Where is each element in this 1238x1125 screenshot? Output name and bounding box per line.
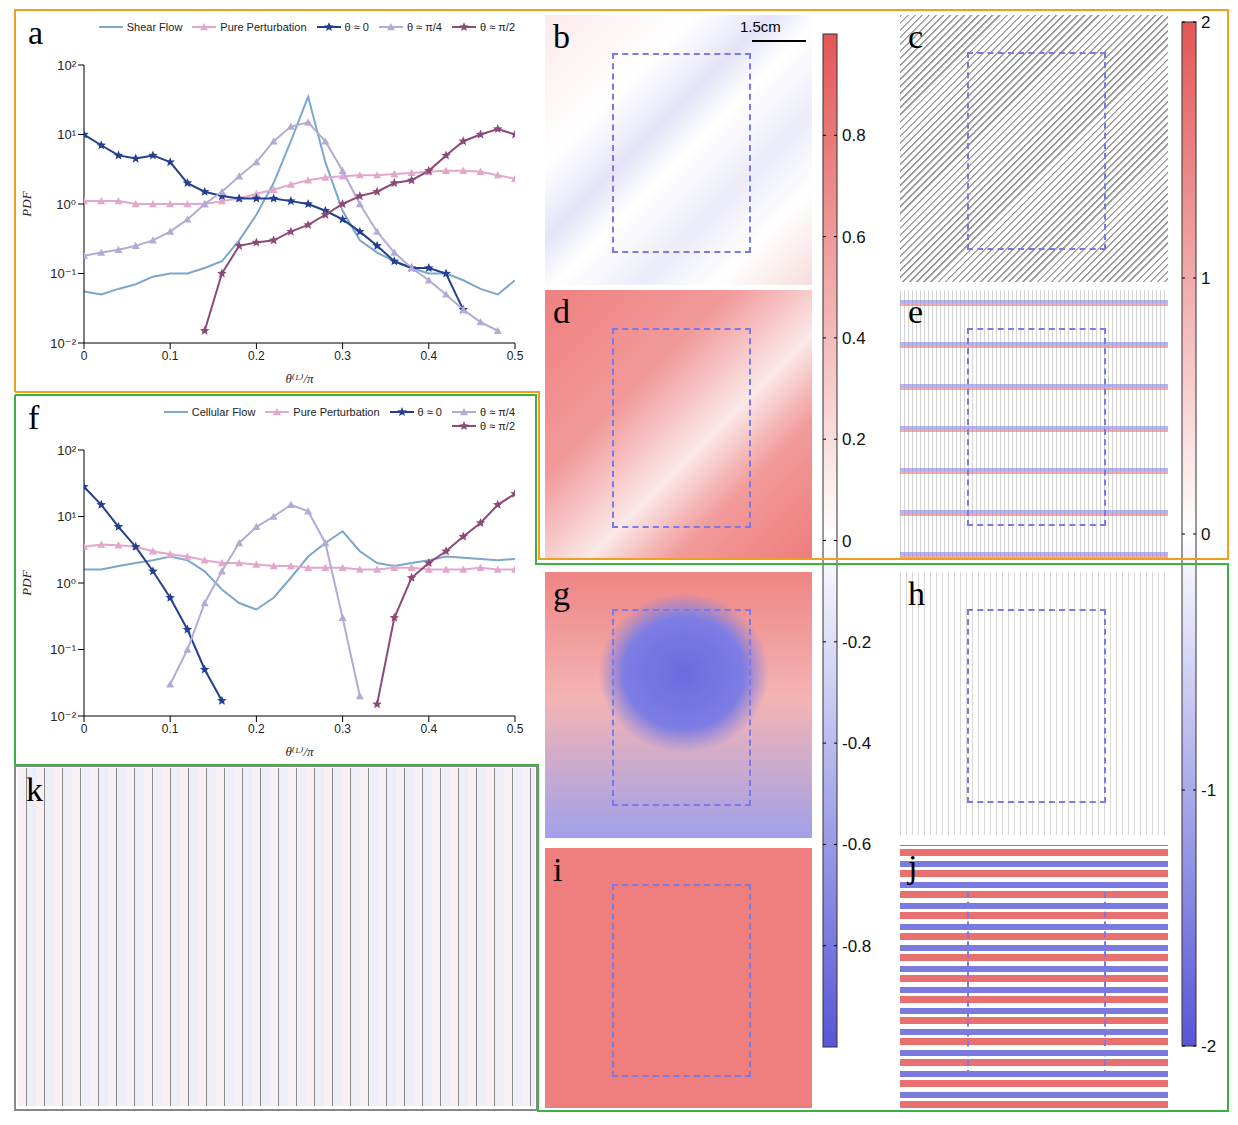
- svg-text:-0.2: -0.2: [842, 633, 871, 652]
- html-text:e: e: [908, 293, 924, 330]
- svg-text:θ⁽ᴸ⁾/π: θ⁽ᴸ⁾/π: [285, 371, 314, 386]
- svg-text:0.8: 0.8: [842, 126, 866, 145]
- html-text:Pure Perturbation: Pure Perturbation: [293, 406, 380, 418]
- svg-text:0.1: 0.1: [162, 349, 179, 363]
- html-text:θ ≈ π/4: θ ≈ π/4: [406, 21, 442, 33]
- svg-text:10⁻¹: 10⁻¹: [50, 266, 76, 281]
- svg-text:0.4: 0.4: [842, 329, 866, 348]
- svg-text:10¹: 10¹: [57, 509, 76, 524]
- html-text:k: k: [26, 771, 43, 808]
- html-text:Shear Flow: Shear Flow: [126, 21, 183, 33]
- svg-text:0.2: 0.2: [842, 430, 866, 449]
- svg-text:0: 0: [81, 722, 88, 736]
- html-text:c: c: [908, 18, 924, 55]
- svg-text:1: 1: [1201, 269, 1210, 288]
- html-text:Pure Perturbation: Pure Perturbation: [220, 21, 307, 33]
- svg-text:0.3: 0.3: [334, 722, 351, 736]
- html-text:b: b: [553, 18, 570, 55]
- svg-text:0.1: 0.1: [162, 722, 179, 736]
- html-text:h: h: [908, 575, 925, 612]
- svg-text:10⁰: 10⁰: [56, 576, 76, 591]
- svg-text:-0.8: -0.8: [842, 937, 871, 956]
- svg-text:2: 2: [1201, 13, 1210, 32]
- svg-text:PDF: PDF: [19, 190, 34, 217]
- svg-text:0: 0: [81, 349, 88, 363]
- svg-text:0.3: 0.3: [334, 349, 351, 363]
- html-text:θ ≈ 0: θ ≈ 0: [417, 406, 442, 418]
- svg-text:-0.6: -0.6: [842, 835, 871, 854]
- html-text:d: d: [553, 293, 570, 330]
- svg-text:10¹: 10¹: [57, 127, 76, 142]
- html-text:f: f: [28, 399, 40, 436]
- svg-text:0.2: 0.2: [248, 349, 265, 363]
- html-text:1.5cm: 1.5cm: [740, 18, 781, 35]
- svg-text:0: 0: [842, 532, 851, 551]
- svg-text:10²: 10²: [57, 443, 76, 458]
- svg-text:-0.4: -0.4: [842, 734, 871, 753]
- svg-text:θ⁽ᴸ⁾/π: θ⁽ᴸ⁾/π: [285, 744, 314, 759]
- svg-text:10⁻¹: 10⁻¹: [50, 642, 76, 657]
- html-text:θ ≈ π/2: θ ≈ π/2: [480, 21, 515, 33]
- html-text:θ ≈ π/4: θ ≈ π/4: [480, 406, 515, 418]
- svg-text:PDF: PDF: [19, 569, 34, 596]
- html-text:θ ≈ 0: θ ≈ 0: [344, 21, 369, 33]
- svg-text:10⁻²: 10⁻²: [50, 336, 76, 351]
- html-text:a: a: [28, 14, 44, 51]
- svg-text:0.2: 0.2: [248, 722, 265, 736]
- svg-text:10⁰: 10⁰: [56, 197, 76, 212]
- svg-text:0.6: 0.6: [842, 228, 866, 247]
- svg-text:-1: -1: [1201, 781, 1216, 800]
- svg-text:0: 0: [1201, 525, 1210, 544]
- html-text:i: i: [553, 851, 563, 888]
- svg-text:0.4: 0.4: [420, 722, 437, 736]
- svg-text:10⁻²: 10⁻²: [50, 709, 76, 724]
- html-text:j: j: [908, 848, 918, 885]
- svg-text:0.5: 0.5: [507, 722, 524, 736]
- html-text:g: g: [553, 575, 570, 612]
- svg-text:-2: -2: [1201, 1037, 1216, 1056]
- html-text:Cellular Flow: Cellular Flow: [191, 406, 256, 418]
- svg-text:10²: 10²: [57, 58, 76, 73]
- svg-text:0.5: 0.5: [507, 349, 524, 363]
- svg-text:0.4: 0.4: [420, 349, 437, 363]
- html-text:θ ≈ π/2: θ ≈ π/2: [480, 420, 515, 432]
